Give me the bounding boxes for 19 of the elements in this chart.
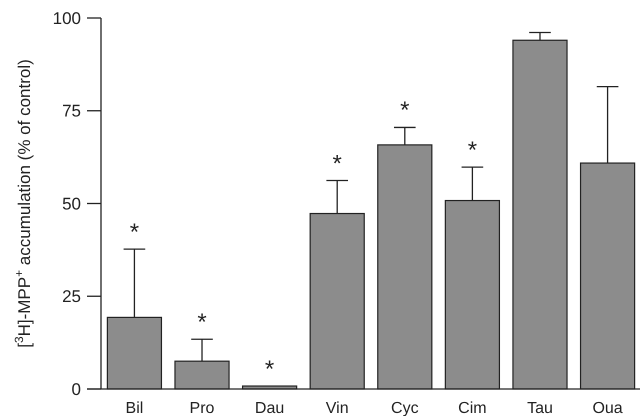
x-tick-label: Pro <box>190 400 215 416</box>
x-tick-label: Cim <box>458 400 487 416</box>
x-tick-label: Dau <box>254 400 284 416</box>
x-tick-label: Oua <box>592 400 623 416</box>
annotation: * <box>332 150 342 178</box>
y-tick-label: 50 <box>62 194 81 214</box>
annotation: * <box>197 309 207 336</box>
x-tick-label: Bil <box>126 400 144 416</box>
x-tick-label: Tau <box>527 400 553 416</box>
y-tick-label: 100 <box>52 8 81 28</box>
y-tick-label: 25 <box>62 287 81 306</box>
annotation: * <box>130 218 140 246</box>
annotation: * <box>468 136 478 164</box>
annotation: * <box>400 97 410 124</box>
annotation: * <box>264 356 274 383</box>
y-tick-label: 75 <box>62 102 81 121</box>
x-tick-label: Vin <box>326 400 349 416</box>
y-tick-label: 0 <box>72 380 81 399</box>
x-tick-label: Cyc <box>391 400 419 416</box>
